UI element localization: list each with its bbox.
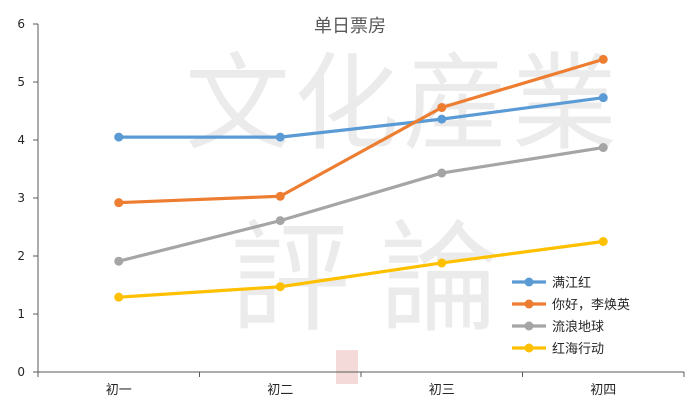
data-point <box>275 191 285 201</box>
watermark-line2: 評論 <box>230 210 530 349</box>
y-tick-label: 1 <box>17 307 25 321</box>
series-3 <box>114 143 608 266</box>
x-tick-label: 初一 <box>106 383 132 398</box>
data-point <box>275 216 285 226</box>
axes: 0 1 2 3 4 5 6 初一 初二 初三 初四 <box>17 17 685 398</box>
legend-label: 红海行动 <box>552 341 604 357</box>
data-point <box>275 132 285 142</box>
y-tick-label: 3 <box>17 191 25 205</box>
chart-title: 单日票房 <box>314 16 386 37</box>
data-point <box>114 132 124 142</box>
y-tick-label: 2 <box>17 249 25 263</box>
legend-swatch-marker <box>524 299 534 309</box>
legend-swatch-marker <box>524 321 534 331</box>
series-layer <box>114 54 608 302</box>
legend-item: 你好，李焕英 <box>512 298 630 313</box>
data-point <box>114 256 124 266</box>
series-line <box>117 239 605 299</box>
legend-item: 满江红 <box>512 275 591 291</box>
legend-item: 流浪地球 <box>512 320 604 335</box>
series-line <box>117 57 605 205</box>
data-point <box>598 143 608 153</box>
data-point <box>275 282 285 292</box>
y-tick-label: 6 <box>17 17 25 31</box>
legend-label: 你好，李焕英 <box>552 298 630 313</box>
x-tick-label: 初三 <box>429 383 455 398</box>
data-point <box>598 54 608 64</box>
y-tick-label: 5 <box>17 75 25 89</box>
x-tick-label: 初二 <box>267 383 293 398</box>
data-point <box>598 237 608 246</box>
watermark-seal-icon <box>336 350 358 384</box>
series-1 <box>114 93 608 142</box>
data-point <box>114 292 124 302</box>
y-tick-label: 4 <box>17 133 25 147</box>
legend-swatch-marker <box>524 343 534 353</box>
series-4 <box>114 237 608 302</box>
x-tick-label: 初四 <box>590 383 616 398</box>
data-point <box>437 168 447 178</box>
series-line <box>117 96 605 139</box>
legend-swatch-marker <box>524 277 534 287</box>
data-point <box>437 114 447 124</box>
data-point <box>114 198 124 208</box>
data-point <box>437 258 447 268</box>
data-point <box>598 93 608 103</box>
series-line <box>117 145 605 263</box>
legend-label: 流浪地球 <box>552 320 604 335</box>
legend-item: 红海行动 <box>512 341 604 357</box>
legend-label: 满江红 <box>552 275 591 291</box>
data-point <box>437 103 447 113</box>
y-tick-label: 0 <box>17 365 25 379</box>
series-2 <box>114 54 608 208</box>
